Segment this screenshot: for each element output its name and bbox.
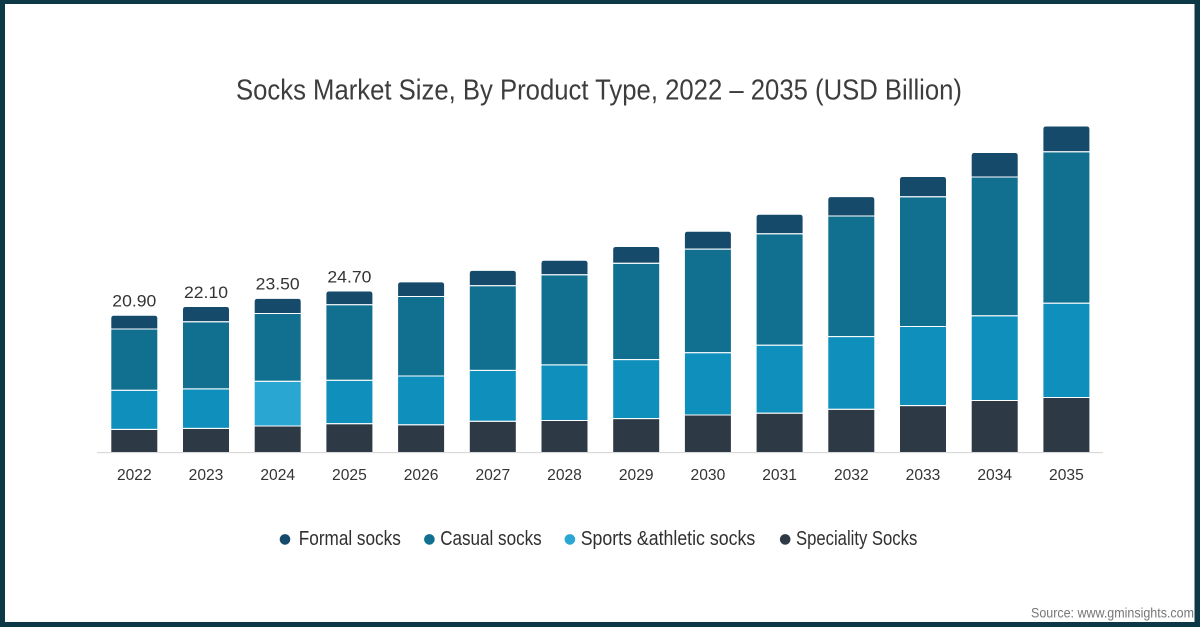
svg-text:2022: 2022: [117, 467, 152, 484]
svg-text:22.10: 22.10: [184, 283, 228, 302]
svg-text:2034: 2034: [977, 467, 1012, 484]
svg-text:Sports &athletic socks: Sports &athletic socks: [581, 528, 756, 550]
svg-text:2027: 2027: [475, 467, 510, 484]
svg-text:Socks Market Size, By Product: Socks Market Size, By Product Type, 2022…: [236, 74, 962, 106]
svg-text:24.70: 24.70: [327, 267, 371, 286]
svg-text:Source: www.gminsights.com: Source: www.gminsights.com: [1031, 606, 1194, 621]
svg-text:2024: 2024: [260, 467, 295, 484]
svg-text:2032: 2032: [834, 467, 869, 484]
svg-text:Speciality Socks: Speciality Socks: [796, 528, 917, 550]
svg-text:2025: 2025: [332, 467, 367, 484]
svg-text:2023: 2023: [189, 467, 224, 484]
svg-text:2031: 2031: [762, 467, 797, 484]
svg-text:2033: 2033: [906, 467, 941, 484]
svg-text:Formal socks: Formal socks: [299, 528, 401, 550]
svg-text:2026: 2026: [404, 467, 439, 484]
svg-text:Casual socks: Casual socks: [440, 528, 542, 550]
svg-text:2028: 2028: [547, 467, 582, 484]
svg-text:2029: 2029: [619, 467, 654, 484]
svg-text:20.90: 20.90: [112, 292, 156, 311]
svg-text:2035: 2035: [1049, 467, 1084, 484]
svg-text:23.50: 23.50: [256, 275, 300, 294]
svg-text:2030: 2030: [691, 467, 726, 484]
